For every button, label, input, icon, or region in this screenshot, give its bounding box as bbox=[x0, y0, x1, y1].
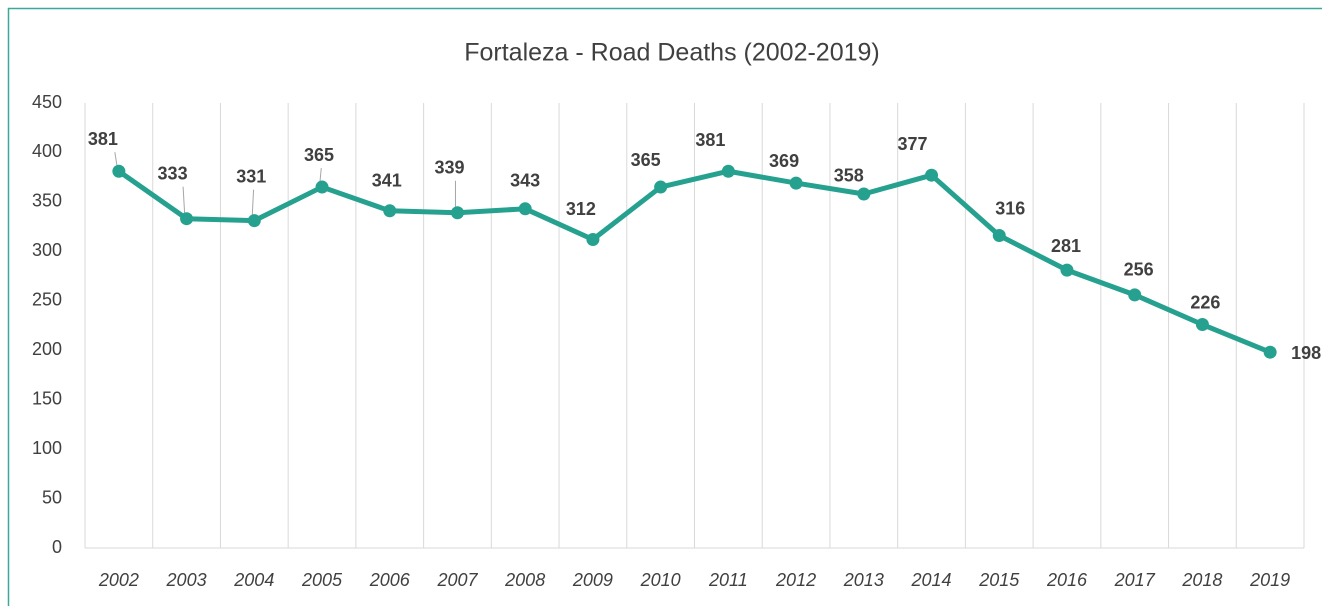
x-tick-label: 2012 bbox=[775, 570, 816, 590]
point bbox=[1128, 288, 1142, 302]
x-tick-label: 2003 bbox=[166, 570, 207, 590]
data-label: 281 bbox=[1051, 236, 1081, 256]
x-tick-label: 2017 bbox=[1114, 570, 1156, 590]
y-tick-label: 0 bbox=[52, 537, 62, 557]
data-label: 377 bbox=[898, 134, 928, 154]
point bbox=[789, 176, 803, 190]
y-tick-label: 50 bbox=[42, 487, 62, 507]
leader-line bbox=[114, 152, 118, 166]
x-tick-label: 2015 bbox=[978, 570, 1020, 590]
point bbox=[925, 168, 939, 182]
data-label: 365 bbox=[304, 145, 334, 165]
data-label: 198 bbox=[1291, 343, 1321, 363]
x-tick-label: 2014 bbox=[911, 570, 952, 590]
data-label: 365 bbox=[631, 150, 661, 170]
data-label: 226 bbox=[1190, 292, 1220, 312]
point bbox=[518, 202, 532, 216]
leader-line bbox=[182, 186, 186, 213]
data-label: 341 bbox=[372, 171, 402, 191]
y-tick-label: 250 bbox=[32, 290, 62, 310]
y-tick-label: 100 bbox=[32, 438, 62, 458]
point bbox=[1060, 263, 1074, 277]
x-tick-label: 2018 bbox=[1181, 570, 1222, 590]
data-label: 358 bbox=[834, 166, 864, 186]
x-tick-label: 2002 bbox=[98, 570, 139, 590]
point bbox=[654, 180, 668, 194]
point bbox=[721, 164, 735, 178]
point bbox=[992, 229, 1006, 243]
y-tick-label: 150 bbox=[32, 388, 62, 408]
point bbox=[1195, 318, 1209, 332]
y-tick-label: 300 bbox=[32, 240, 62, 260]
data-label: 339 bbox=[434, 158, 464, 178]
data-label: 331 bbox=[236, 166, 266, 186]
y-tick-label: 200 bbox=[32, 339, 62, 359]
x-tick-label: 2013 bbox=[843, 570, 884, 590]
leader-line bbox=[319, 168, 322, 182]
data-label: 256 bbox=[1124, 260, 1154, 280]
data-label: 316 bbox=[995, 198, 1025, 218]
y-tick-label: 350 bbox=[32, 191, 62, 211]
point bbox=[112, 164, 126, 178]
x-tick-label: 2010 bbox=[640, 570, 681, 590]
y-tick-label: 400 bbox=[32, 141, 62, 161]
data-label: 343 bbox=[510, 171, 540, 191]
x-tick-label: 2005 bbox=[301, 570, 343, 590]
point bbox=[1263, 345, 1277, 359]
point bbox=[383, 204, 397, 218]
data-label: 312 bbox=[566, 199, 596, 219]
x-tick-label: 2008 bbox=[504, 570, 545, 590]
x-tick-label: 2007 bbox=[436, 570, 478, 590]
x-tick-label: 2004 bbox=[233, 570, 274, 590]
point bbox=[315, 180, 329, 194]
x-tick-label: 2006 bbox=[369, 570, 411, 590]
point bbox=[450, 206, 464, 220]
data-label: 369 bbox=[769, 151, 799, 171]
data-label: 381 bbox=[88, 129, 118, 149]
point bbox=[857, 187, 871, 201]
point bbox=[180, 212, 194, 226]
point bbox=[247, 214, 261, 228]
leader-line bbox=[251, 189, 255, 215]
x-tick-label: 2019 bbox=[1249, 570, 1290, 590]
x-tick-label: 2009 bbox=[572, 570, 613, 590]
chart-title: Fortaleza - Road Deaths (2002-2019) bbox=[464, 39, 880, 67]
data-label: 333 bbox=[158, 163, 188, 183]
line bbox=[117, 168, 1272, 355]
y-tick-label: 450 bbox=[32, 92, 62, 112]
x-tick-label: 2016 bbox=[1046, 570, 1088, 590]
x-tick-label: 2011 bbox=[708, 570, 748, 590]
data-label: 381 bbox=[695, 130, 725, 150]
point bbox=[586, 232, 600, 246]
